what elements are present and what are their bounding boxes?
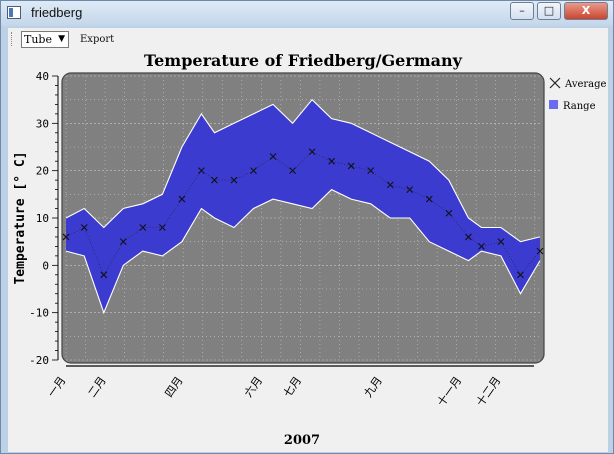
minimize-button[interactable]: –	[510, 2, 534, 20]
legend-average-label: Average	[564, 79, 607, 90]
average-marker	[478, 243, 485, 250]
average-marker	[347, 162, 355, 170]
average-marker	[497, 238, 505, 246]
range-low-line	[65, 188, 541, 315]
x-tick-label: 六月	[242, 374, 265, 399]
y-tick-label: 20	[36, 165, 49, 178]
x-tick-label: 四月	[162, 374, 185, 399]
legend-range-icon	[549, 100, 558, 109]
average-markers	[62, 148, 544, 279]
average-marker	[100, 271, 108, 279]
y-tick-label: 0	[42, 259, 49, 272]
y-tick-label: 10	[36, 212, 49, 225]
legend-range-label: Range	[563, 101, 596, 112]
chart-title: Temperature of Friedberg/Germany	[144, 51, 463, 70]
chevron-down-icon: ▼	[58, 34, 65, 44]
average-marker	[250, 167, 257, 175]
legend: Average Range	[549, 77, 607, 112]
average-marker	[269, 153, 277, 160]
x-tick-label: 一月	[45, 374, 68, 399]
toolbar-grip[interactable]	[11, 32, 14, 46]
export-button[interactable]: Export	[80, 34, 115, 45]
average-marker	[139, 224, 147, 231]
maximize-button[interactable]: □	[537, 2, 561, 20]
y-tick-label: -20	[29, 354, 49, 367]
close-button[interactable]: X	[564, 2, 608, 20]
x-tick-label: 九月	[362, 374, 385, 399]
mode-select[interactable]: Tube ▼	[21, 31, 69, 48]
x-tick-label: 二月	[86, 374, 109, 399]
average-marker	[289, 167, 296, 175]
y-axis-label: Temperature [° C]	[13, 151, 28, 284]
mode-select-value: Tube	[24, 33, 52, 46]
y-tick-label: 40	[36, 70, 49, 83]
average-marker	[464, 233, 472, 241]
average-marker	[80, 224, 88, 231]
x-tick-label: 十二月	[473, 374, 503, 409]
average-marker	[178, 195, 186, 203]
legend-average-icon	[549, 77, 561, 89]
average-marker	[211, 176, 218, 184]
title-bar[interactable]: friedberg – □ X	[1, 1, 613, 26]
average-marker	[328, 157, 336, 165]
average-marker	[62, 233, 70, 241]
average-marker	[536, 247, 544, 255]
average-marker	[119, 238, 127, 246]
toolbar: Tube ▼ Export	[8, 28, 608, 50]
average-marker	[406, 186, 414, 193]
y-tick-label: -10	[29, 307, 49, 320]
range-high-line	[65, 98, 541, 243]
window-app-icon	[7, 6, 21, 19]
window-title: friedberg	[31, 5, 83, 20]
x-tick-label: 七月	[281, 374, 304, 399]
x-axis-label: 2007	[284, 433, 320, 448]
average-marker	[308, 148, 316, 156]
x-tick-label: 十一月	[434, 374, 464, 409]
y-tick-label: 30	[36, 117, 49, 130]
